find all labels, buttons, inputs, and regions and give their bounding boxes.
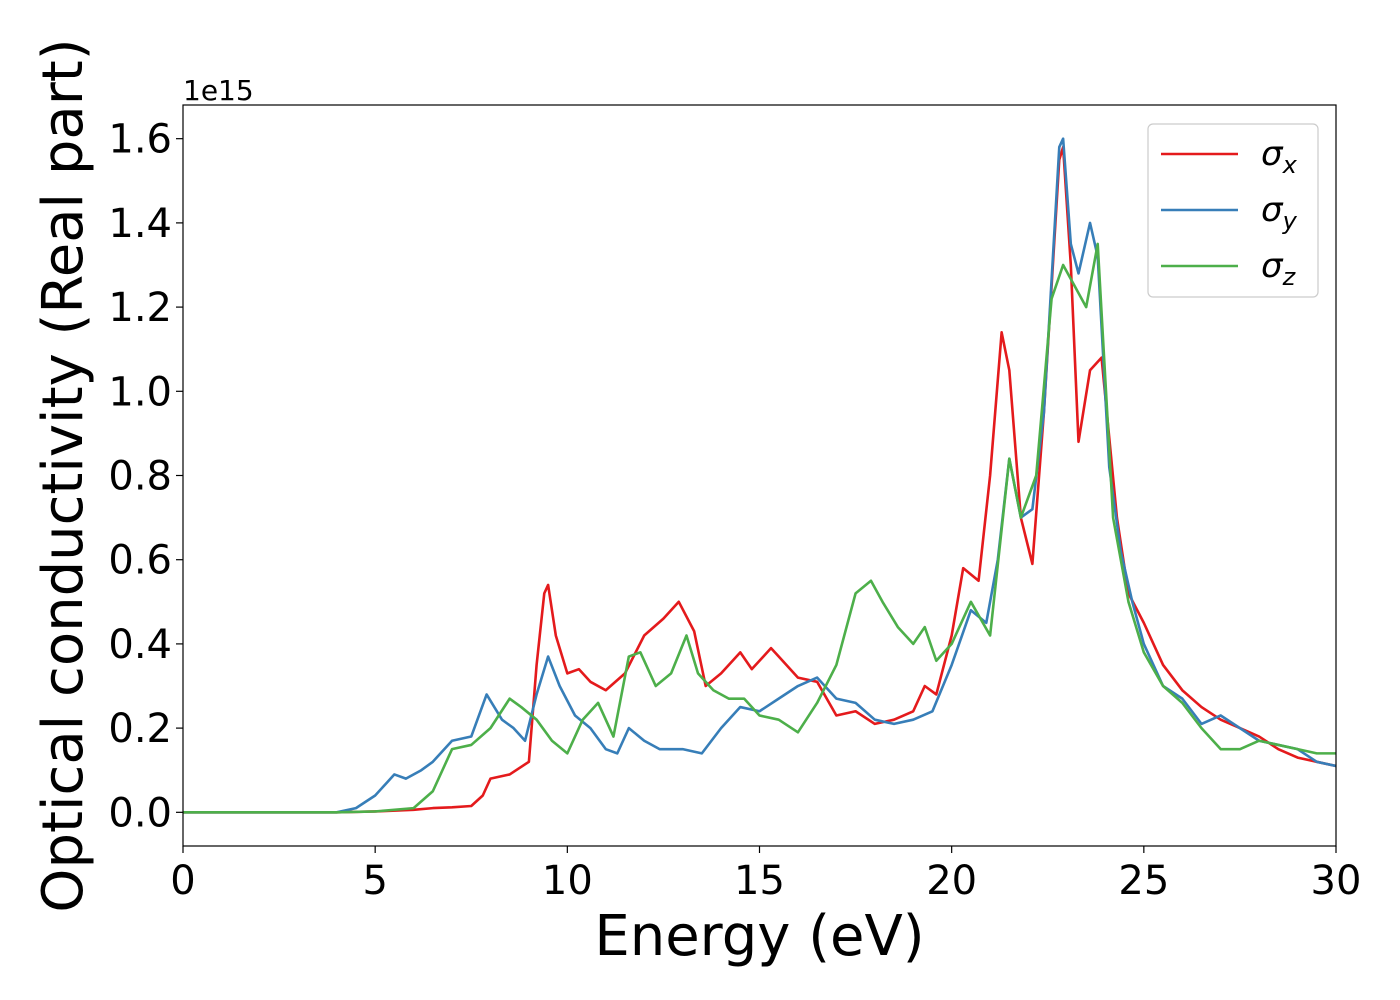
x-tick-label: 10	[542, 858, 593, 904]
y-tick-label: 1.6	[108, 117, 172, 163]
series-line-z	[183, 242, 1336, 814]
y-tick-label: 1.2	[108, 285, 172, 331]
y-tick-label: 0.8	[108, 454, 172, 500]
legend-label-x: σx	[1261, 134, 1298, 179]
x-tick-label: 30	[1311, 858, 1362, 904]
series-line-y	[183, 137, 1336, 814]
y-tick-label: 0.2	[108, 706, 172, 752]
y-tick-label: 0.4	[108, 622, 172, 668]
y-tick-label: 0.6	[108, 538, 172, 584]
x-tick-label: 5	[362, 858, 387, 904]
y-tick-label: 0.0	[108, 790, 172, 836]
y-tick-label: 1.4	[108, 201, 172, 247]
x-tick-label: 25	[1118, 858, 1169, 904]
x-tick-label: 15	[734, 858, 785, 904]
x-tick-label: 0	[170, 858, 195, 904]
legend: σx σy σz	[1147, 123, 1319, 298]
legend-label-z: σz	[1261, 246, 1297, 291]
x-tick-label: 20	[926, 858, 977, 904]
series-layer	[183, 137, 1336, 814]
y-axis-title: Optical conductivity (Real part)	[31, 38, 96, 912]
ticks-layer: 0 5 10 15 20 25 30 0.0 0.2 0.4 0.6 0.8 1.0 1.2 1.4 1.6	[108, 117, 1361, 904]
y-offset-label: 1e15	[183, 74, 254, 107]
y-tick-label: 1.0	[108, 369, 172, 415]
legend-label-y: σy	[1261, 190, 1298, 235]
x-axis-title: Energy (eV)	[594, 904, 924, 969]
